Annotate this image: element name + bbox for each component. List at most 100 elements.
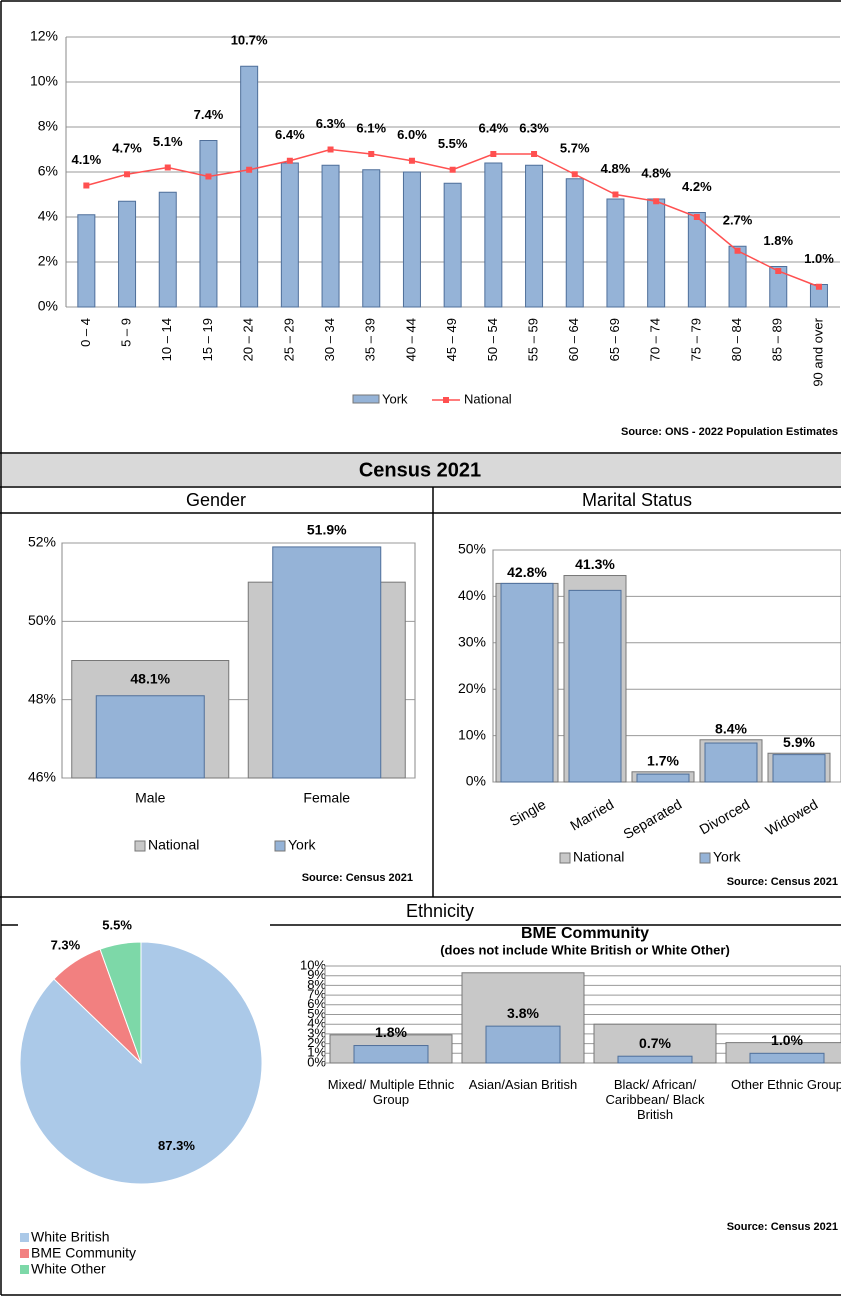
marker (775, 268, 782, 274)
legend-label: White British (31, 1229, 110, 1245)
data-label: 1.8% (375, 1024, 407, 1040)
y-tick-label: 52% (28, 534, 56, 550)
bar (568, 589, 622, 783)
y-tick-label: 48% (28, 690, 56, 706)
bar (485, 1025, 561, 1064)
bar (617, 1055, 693, 1064)
data-label: 5.5% (102, 917, 132, 932)
bar (687, 212, 706, 308)
data-label: 48.1% (130, 670, 170, 686)
data-label: 3.8% (507, 1005, 539, 1021)
x-tick-label: 55 – 59 (525, 318, 540, 361)
bar (525, 164, 544, 308)
data-label: 4.7% (112, 141, 142, 156)
x-tick-label: 85 – 89 (770, 318, 785, 361)
chart-subtitle: (does not include White British or White… (440, 942, 730, 957)
bar (749, 1052, 825, 1064)
data-label: 41.3% (575, 556, 615, 572)
x-tick-label: Male (135, 790, 166, 806)
y-tick-label: 8% (307, 977, 326, 992)
y-tick-label: 50% (458, 541, 486, 557)
legend-marker (443, 397, 449, 403)
x-tick-label: Other Ethnic Group (731, 1077, 841, 1092)
x-tick-label-box: Asian/Asian British (469, 1077, 577, 1092)
x-tick-label: 70 – 74 (648, 318, 663, 361)
y-tick-label: 10% (458, 726, 486, 742)
source: Source: Census 2021 (302, 872, 413, 884)
x-tick-label: Black/ African/ Caribbean/ Black British (605, 1077, 705, 1122)
data-label: 5.5% (438, 136, 468, 151)
marker (653, 198, 660, 205)
marker (124, 171, 131, 178)
bar (769, 266, 788, 308)
marker (286, 157, 293, 164)
x-tick-label: 5 – 9 (118, 318, 133, 347)
legend-label: York (713, 849, 742, 865)
marker (449, 166, 456, 173)
y-tick-label: 2% (307, 1035, 326, 1050)
section-title: Gender (186, 490, 246, 510)
data-label: 5.7% (560, 141, 590, 156)
y-tick-label: 6% (38, 163, 58, 179)
legend-label: York (382, 391, 408, 406)
source: Source: ONS - 2022 Population Estimates (621, 426, 838, 438)
x-tick-label: 60 – 64 (566, 318, 581, 361)
x-tick-label: 75 – 79 (688, 318, 703, 361)
marker (246, 166, 253, 173)
data-label: 8.4% (715, 720, 747, 736)
marker (571, 171, 578, 178)
x-tick-label: 45 – 49 (444, 318, 459, 361)
bar (158, 191, 177, 308)
data-label: 87.3% (158, 1138, 195, 1153)
x-tick-label: 80 – 84 (729, 318, 744, 361)
y-tick-label: 0% (307, 1054, 326, 1069)
marker (164, 164, 171, 171)
data-label: 6.0% (397, 127, 427, 142)
legend-swatch (559, 852, 571, 864)
x-tick-label: 20 – 24 (241, 318, 256, 361)
x-tick-label: 10 – 14 (159, 318, 174, 361)
bar (280, 162, 299, 308)
x-tick-label: 50 – 54 (485, 318, 500, 361)
y-tick-label: 0% (38, 298, 58, 314)
bar (95, 695, 205, 779)
legend-label: York (288, 837, 317, 853)
x-tick-label: 25 – 29 (281, 318, 296, 361)
data-label: 6.3% (519, 120, 549, 135)
legend-swatch (274, 840, 286, 852)
bar (402, 171, 421, 308)
legend-label: National (573, 849, 624, 865)
data-label: 1.8% (763, 233, 793, 248)
data-label: 4.8% (601, 161, 631, 176)
y-tick-label: 8% (38, 118, 58, 134)
data-label: 6.4% (275, 127, 305, 142)
legend-label: BME Community (31, 1245, 136, 1261)
section-title: Marital Status (582, 490, 692, 510)
data-label: 4.2% (682, 179, 712, 194)
y-tick-label: 4% (307, 1016, 326, 1031)
section-title: Ethnicity (406, 901, 474, 921)
y-tick-label: 1% (307, 1045, 326, 1060)
marker (83, 182, 90, 189)
legend-label: White Other (31, 1261, 106, 1277)
x-tick-label: Female (303, 790, 350, 806)
y-tick-label: 5% (307, 1006, 326, 1021)
y-tick-label: 20% (458, 680, 486, 696)
data-label: 2.7% (723, 213, 753, 228)
marker (327, 146, 334, 153)
x-tick-label: 0 – 4 (78, 318, 93, 347)
data-label: 4.1% (72, 152, 102, 167)
y-tick-label: 9% (307, 967, 326, 982)
y-tick-label: 30% (458, 634, 486, 650)
marker (693, 214, 700, 220)
bar (272, 546, 382, 779)
x-tick-label: 40 – 44 (403, 318, 418, 361)
data-label: 51.9% (307, 522, 347, 538)
y-tick-label: 10% (300, 957, 326, 972)
bar (321, 164, 340, 308)
bar (728, 245, 747, 308)
header-band (2, 454, 841, 486)
bar (772, 754, 826, 783)
data-label: 6.3% (316, 116, 346, 131)
